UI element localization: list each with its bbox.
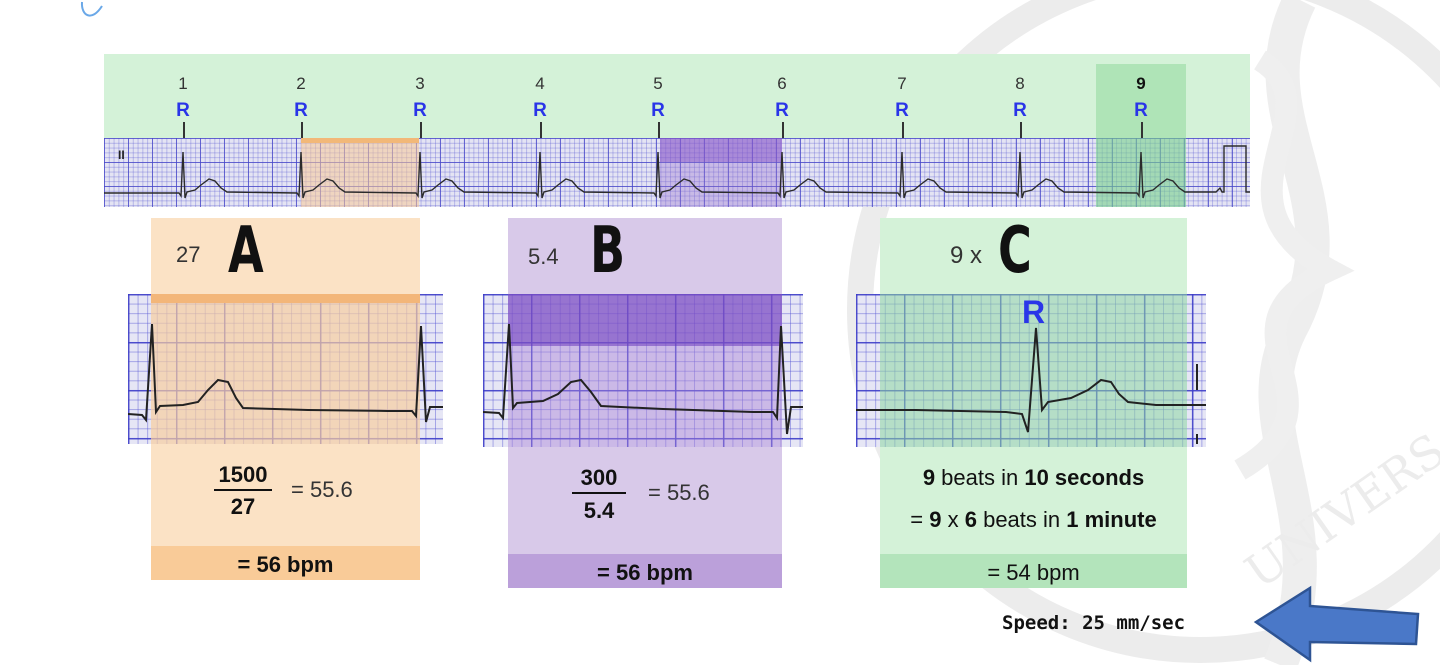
pen-mark bbox=[80, 1, 103, 17]
panel-b-value: 5.4 bbox=[528, 244, 559, 269]
beat-number: 7 bbox=[897, 74, 907, 93]
beat-number: 8 bbox=[1015, 74, 1025, 93]
beat-number: 9 bbox=[1136, 74, 1146, 93]
panel-b-ecg-topbar bbox=[508, 294, 782, 346]
purple-interval bbox=[660, 138, 782, 207]
beat-number: 6 bbox=[777, 74, 787, 93]
panel-a-result-bar bbox=[151, 546, 420, 580]
r-wave-label: R bbox=[176, 100, 190, 121]
r-wave-label: R bbox=[1013, 100, 1027, 121]
r-tick bbox=[183, 122, 185, 138]
r-tick bbox=[1020, 122, 1022, 138]
beat-number: 1 bbox=[178, 74, 188, 93]
panel-a-letter: A bbox=[228, 214, 264, 288]
ecg-strip: II bbox=[104, 138, 1250, 207]
r-wave-label: R bbox=[775, 100, 789, 121]
r-wave-label: R bbox=[533, 100, 547, 121]
panel-a-equals: = 55.6 bbox=[291, 477, 353, 502]
r-wave-label: R bbox=[651, 100, 665, 121]
panel-b-result: = 56 bpm bbox=[597, 560, 693, 585]
r-wave-label: R bbox=[895, 100, 909, 121]
r-tick bbox=[540, 122, 542, 138]
panel-a-fraction-bar bbox=[214, 489, 272, 491]
r-wave-label: R bbox=[413, 100, 427, 121]
panel-b-numerator: 300 bbox=[580, 465, 618, 490]
arrow-icon bbox=[1253, 585, 1420, 663]
panel-b-letter: B bbox=[590, 214, 626, 288]
beat-number: 5 bbox=[653, 74, 663, 93]
green-interval bbox=[1096, 138, 1186, 207]
panel-a-denominator: 27 bbox=[230, 494, 256, 519]
panel-b-fraction-bar bbox=[572, 492, 626, 494]
panel-c-value: 9 x bbox=[950, 242, 983, 269]
panel-c-ecg: R bbox=[856, 294, 1206, 447]
panel-b-equals: = 55.6 bbox=[648, 480, 710, 505]
orange-interval bbox=[301, 138, 419, 207]
r-tick bbox=[1141, 122, 1143, 138]
panel-b-denominator: 5.4 bbox=[583, 498, 615, 523]
r-tick bbox=[420, 122, 422, 138]
panel-a-ecg-overlay bbox=[151, 294, 420, 444]
beat-number: 3 bbox=[415, 74, 425, 93]
speed-label: Speed: 25 mm/sec bbox=[1002, 612, 1186, 634]
panel-b-ecg bbox=[483, 294, 803, 447]
ecg-trace bbox=[104, 145, 1250, 199]
r-tick bbox=[658, 122, 660, 138]
panel-c-line2: = 9 x 6 beats in 1 minute bbox=[910, 507, 1157, 532]
r-wave-label: R bbox=[1134, 100, 1148, 121]
lead-label: II bbox=[118, 148, 125, 162]
purple-interval-top bbox=[660, 138, 782, 162]
panel-c-line1: 9 beats in 10 seconds bbox=[922, 465, 1145, 490]
panel-a-ecg bbox=[128, 294, 443, 444]
beat-band bbox=[104, 54, 1250, 140]
panel-a-ecg-topbar bbox=[151, 294, 420, 303]
panel-a-value: 27 bbox=[176, 242, 201, 267]
panel-c-result-bar bbox=[880, 554, 1187, 588]
panel-c-result: = 54 bpm bbox=[987, 560, 1080, 585]
r-tick bbox=[301, 122, 303, 138]
r-tick bbox=[902, 122, 904, 138]
panel-a-numerator: 1500 bbox=[218, 462, 268, 487]
panel-c-letter: C bbox=[998, 214, 1032, 288]
r-tick bbox=[782, 122, 784, 138]
beat-number: 4 bbox=[535, 74, 545, 93]
panel-a-result: = 56 bpm bbox=[237, 552, 334, 577]
panel-b-result-bar bbox=[508, 554, 782, 588]
panel-c-r-label: R bbox=[1022, 294, 1046, 330]
r-wave-label: R bbox=[294, 100, 308, 121]
beat-number: 2 bbox=[296, 74, 306, 93]
